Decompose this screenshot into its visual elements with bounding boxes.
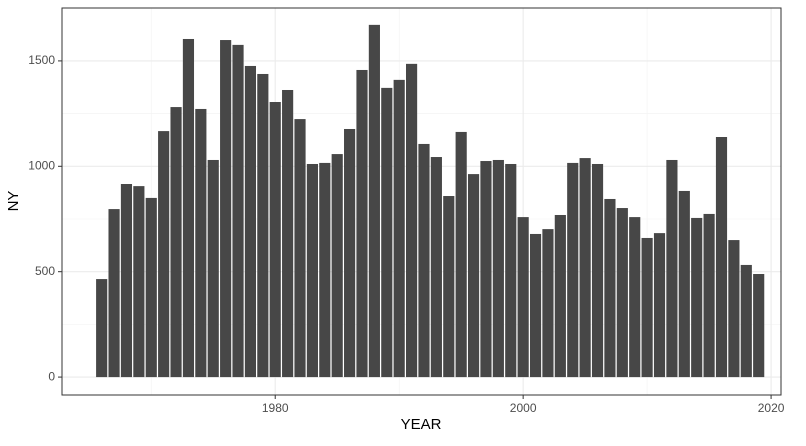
bar [703, 213, 715, 378]
bar [108, 209, 120, 378]
bar [269, 102, 281, 378]
bar [195, 108, 207, 378]
bar [418, 143, 430, 378]
bar [455, 131, 467, 378]
bar [96, 279, 108, 378]
bar [641, 237, 653, 378]
bar [120, 184, 133, 378]
bar [393, 79, 405, 378]
x-tick-label: 2000 [510, 401, 537, 415]
bar [653, 233, 666, 378]
bar [207, 159, 219, 378]
bar [170, 107, 182, 378]
y-tick-label: 500 [35, 264, 55, 278]
bar [715, 137, 728, 378]
bar [220, 40, 232, 378]
bar [232, 44, 244, 378]
x-axis-title: YEAR [401, 416, 442, 433]
bar [319, 162, 331, 378]
bar [567, 162, 579, 378]
bar [467, 174, 480, 378]
plot-border [61, 7, 782, 396]
y-axis-title: NY [5, 191, 22, 212]
bar [344, 128, 356, 378]
bar [728, 240, 740, 378]
bar [492, 159, 504, 378]
bar [443, 196, 455, 378]
bar [554, 214, 566, 378]
x-tick-label: 2020 [758, 401, 785, 415]
bar [133, 186, 145, 378]
bar [145, 197, 157, 378]
y-tick-label: 0 [48, 369, 55, 383]
bar [381, 87, 393, 378]
bar [542, 229, 554, 378]
bar [616, 208, 628, 378]
bar [294, 119, 306, 378]
bar [740, 264, 752, 378]
y-tick-label: 1500 [28, 53, 55, 67]
bar [282, 89, 294, 378]
bar [306, 163, 318, 378]
bar [753, 274, 765, 378]
bar [158, 131, 170, 378]
bar [257, 73, 269, 378]
bar [529, 233, 542, 378]
bar [244, 65, 257, 378]
bar [331, 154, 343, 378]
bar [629, 217, 641, 378]
bar [678, 190, 690, 378]
bar [517, 217, 529, 378]
bar [480, 161, 492, 378]
bar [591, 163, 604, 378]
y-tick-label: 1000 [28, 158, 55, 172]
bar [368, 24, 380, 378]
bar [666, 159, 678, 378]
bar [604, 198, 616, 378]
bar [505, 163, 517, 378]
bar [356, 69, 368, 378]
bar [430, 157, 442, 378]
x-tick-label: 1980 [262, 401, 289, 415]
bar [182, 38, 195, 378]
bar [691, 217, 703, 378]
bar [579, 158, 591, 378]
bar [406, 63, 418, 378]
